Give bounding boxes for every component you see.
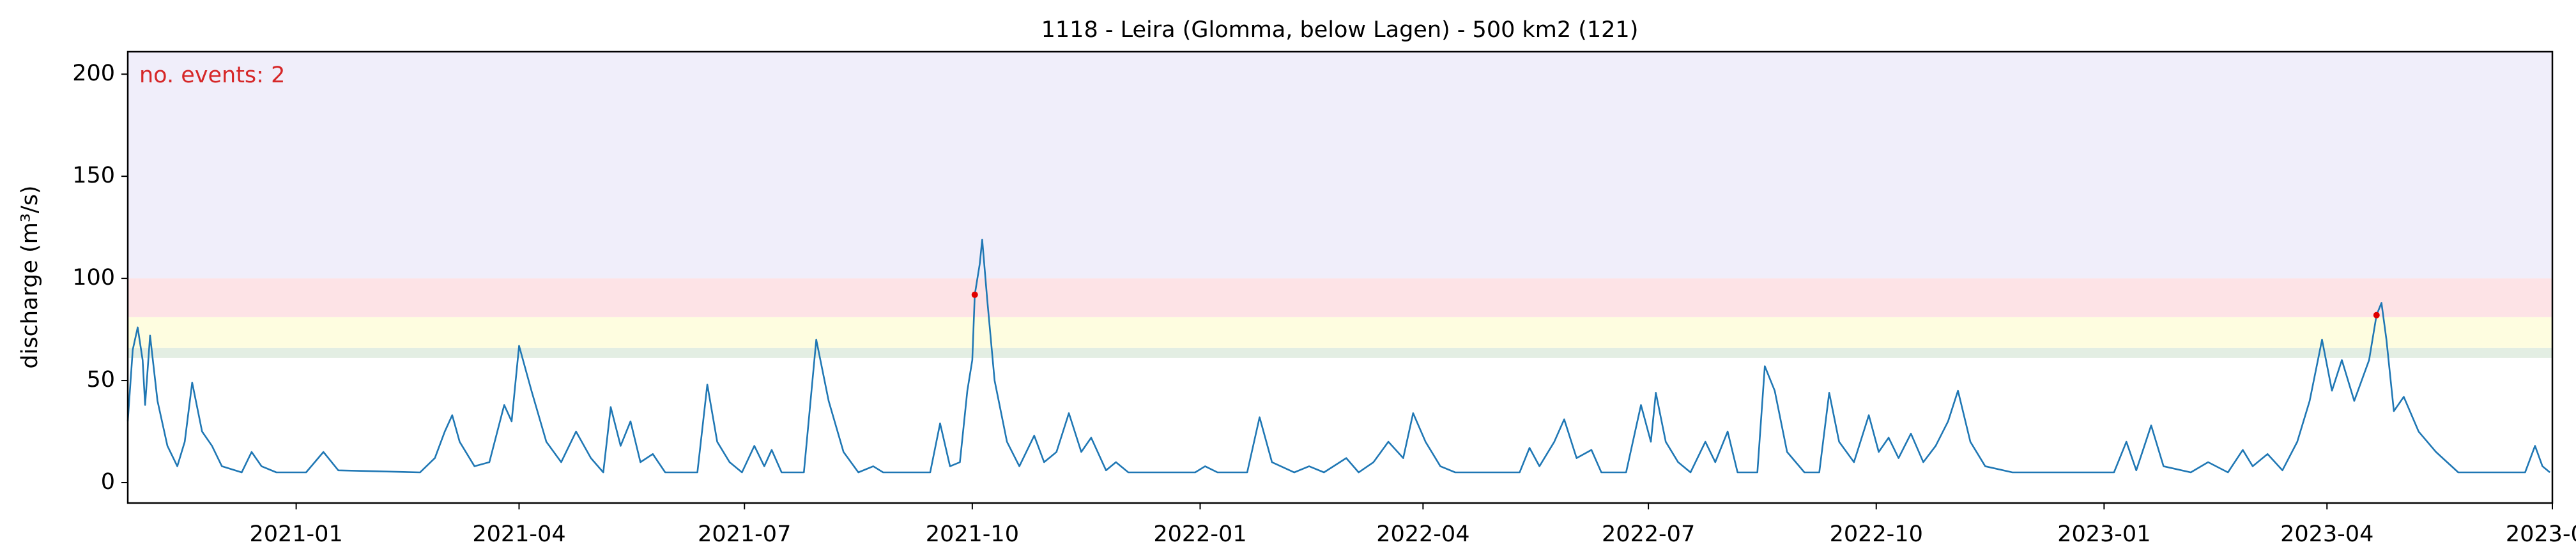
threshold-band — [128, 317, 2552, 348]
threshold-band — [128, 278, 2552, 317]
y-tick-label: 0 — [101, 469, 115, 495]
x-tick-label: 2021-04 — [472, 522, 565, 547]
x-tick-label: 2022-01 — [1153, 522, 1246, 547]
y-tick-label: 50 — [86, 367, 115, 393]
event-marker — [971, 291, 978, 298]
y-tick-label: 100 — [72, 265, 115, 290]
x-tick-label: 2022-04 — [1376, 522, 1469, 547]
event-marker — [2373, 312, 2380, 319]
y-axis-label: discharge (m³/s) — [17, 185, 43, 368]
threshold-band — [128, 52, 2552, 279]
x-tick-label: 2021-10 — [926, 522, 1019, 547]
discharge-line — [126, 239, 2550, 474]
annotation: no. events: 2 — [139, 63, 285, 88]
threshold-band — [128, 347, 2552, 358]
chart-title: 1118 - Leira (Glomma, below Lagen) - 500… — [1041, 17, 1639, 43]
x-tick-label: 2023-04 — [2280, 522, 2373, 547]
x-tick-label: 2021-07 — [698, 522, 791, 547]
x-tick-label: 2022-07 — [1602, 522, 1695, 547]
y-tick-label: 200 — [72, 61, 115, 86]
plot-frame — [126, 50, 2554, 504]
x-tick-label: 2023-07 — [2506, 522, 2576, 547]
x-tick-label: 2022-10 — [1830, 522, 1923, 547]
y-tick-label: 150 — [72, 163, 115, 188]
x-tick-label: 2021-01 — [249, 522, 342, 547]
x-tick-label: 2023-01 — [2057, 522, 2150, 547]
